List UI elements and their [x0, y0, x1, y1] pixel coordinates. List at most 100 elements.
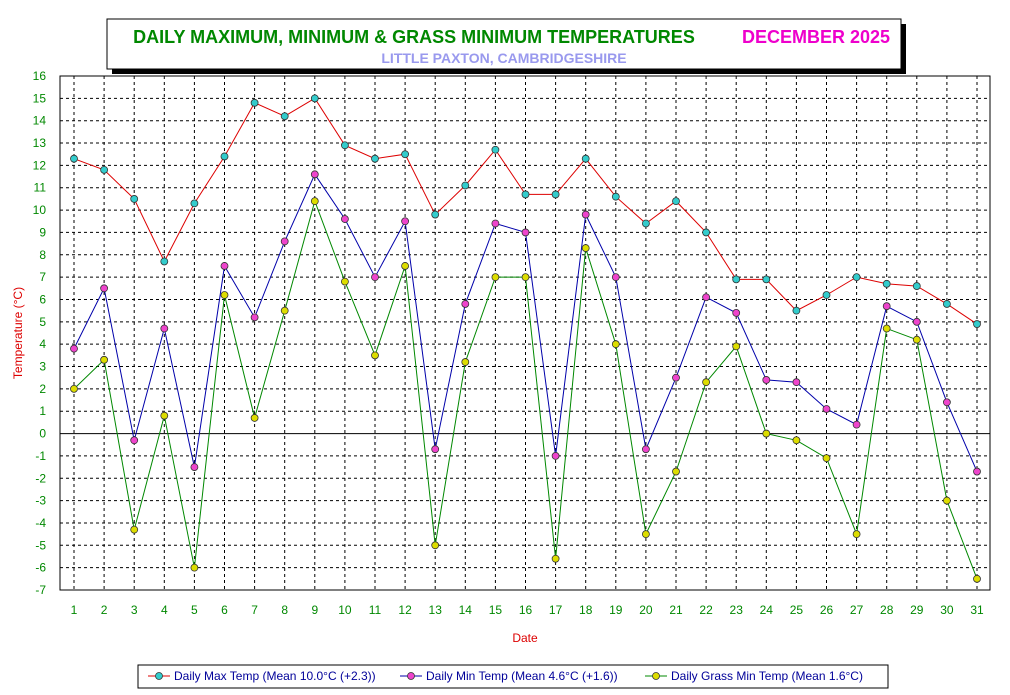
data-point [792, 306, 801, 315]
data-point [280, 237, 289, 246]
y-tick-label: -4 [35, 516, 46, 530]
y-tick-label: -2 [35, 471, 46, 485]
data-point [521, 190, 530, 199]
y-tick-label: 12 [33, 158, 47, 172]
data-point [702, 228, 710, 237]
data-point [642, 219, 650, 228]
y-tick-label: 15 [33, 91, 47, 105]
y-axis-title: Temperature (°C) [11, 287, 25, 379]
y-tick-label: 4 [39, 337, 46, 351]
data-point [943, 496, 951, 505]
x-tick-label: 9 [311, 603, 318, 617]
data-point [220, 291, 229, 299]
x-tick-label: 3 [131, 603, 138, 617]
data-point [581, 244, 590, 252]
data-point [280, 112, 289, 121]
data-point [220, 152, 229, 161]
data-point [973, 467, 981, 476]
data-point [611, 192, 620, 201]
data-point [882, 324, 891, 333]
data-point [340, 277, 349, 286]
data-point [340, 215, 349, 223]
x-tick-label: 8 [281, 603, 288, 617]
y-tick-label: 16 [33, 69, 47, 83]
data-point [852, 273, 861, 282]
data-point [160, 411, 169, 420]
data-point [943, 398, 951, 407]
data-point [521, 228, 530, 237]
data-point [190, 563, 199, 572]
data-point [521, 273, 530, 282]
legend-swatch-marker [155, 672, 163, 680]
x-tick-label: 20 [639, 603, 653, 617]
legend-item: Daily Grass Min Temp (Mean 1.6°C) [645, 669, 863, 683]
data-point [551, 190, 560, 199]
data-point [310, 170, 319, 179]
data-point [611, 273, 620, 282]
x-tick-labels: 1 2 3 4 5 6 7 8 9 10 11 12 13 14 15 16 17 18 19 20 21 22 23 24 2… [71, 603, 984, 617]
data-point [70, 344, 78, 353]
data-point [461, 300, 470, 308]
y-tick-label: -3 [35, 494, 46, 508]
data-point [431, 210, 440, 219]
x-tick-label: 31 [970, 603, 984, 617]
legend: Daily Max Temp (Mean 10.0°C (+2.3)) Daily… [137, 664, 889, 689]
data-point [732, 308, 741, 317]
data-point [762, 429, 771, 438]
plot-frame [59, 75, 991, 591]
data-point [190, 199, 199, 208]
data-point [762, 376, 771, 384]
x-tick-label: 17 [549, 603, 563, 617]
data-point [882, 279, 891, 288]
data-point [672, 373, 680, 382]
title-box-frame [106, 18, 902, 70]
y-tick-label: -7 [35, 583, 46, 597]
series-3 [70, 197, 981, 583]
legend-items: Daily Max Temp (Mean 10.0°C (+2.3)) Daily… [148, 669, 863, 683]
data-point [852, 420, 861, 429]
data-point [672, 197, 680, 206]
x-tick-label: 18 [579, 603, 593, 617]
x-tick-label: 29 [910, 603, 924, 617]
data-point [491, 273, 500, 282]
legend-swatch-marker [652, 672, 660, 680]
data-point [401, 217, 410, 226]
data-point [160, 324, 169, 333]
x-tick-label: 7 [251, 603, 258, 617]
data-point [672, 467, 680, 476]
data-point [792, 378, 801, 387]
x-tick-label: 6 [221, 603, 228, 617]
data-point [130, 525, 139, 534]
data-point [581, 154, 590, 163]
data-point [551, 554, 560, 563]
data-point [431, 541, 440, 550]
data-point [70, 384, 78, 393]
x-tick-label: 4 [161, 603, 168, 617]
data-point [130, 195, 139, 203]
data-point [371, 154, 379, 163]
data-point [822, 454, 831, 463]
data-point [611, 340, 620, 349]
data-point [852, 530, 861, 539]
data-point [250, 414, 259, 422]
y-tick-label: -6 [35, 561, 46, 575]
y-tick-label: -1 [35, 449, 46, 463]
y-tick-label: 3 [39, 360, 46, 374]
data-point [822, 405, 831, 413]
x-tick-label: 30 [940, 603, 954, 617]
data-point [581, 210, 590, 219]
x-tick-label: 10 [338, 603, 352, 617]
x-tick-label: 25 [790, 603, 804, 617]
data-point [100, 284, 108, 293]
data-point [822, 291, 831, 299]
data-point [100, 165, 108, 174]
data-point [371, 273, 379, 282]
data-point [732, 342, 741, 351]
title-box: DAILY MAXIMUM, MINIMUM & GRASS MINIMUM T… [106, 18, 906, 74]
data-point [702, 378, 710, 387]
y-tick-label: 0 [39, 427, 46, 441]
x-tick-label: 24 [760, 603, 774, 617]
data-point [220, 262, 229, 270]
x-tick-label: 26 [820, 603, 834, 617]
y-tick-label: 2 [39, 382, 46, 396]
